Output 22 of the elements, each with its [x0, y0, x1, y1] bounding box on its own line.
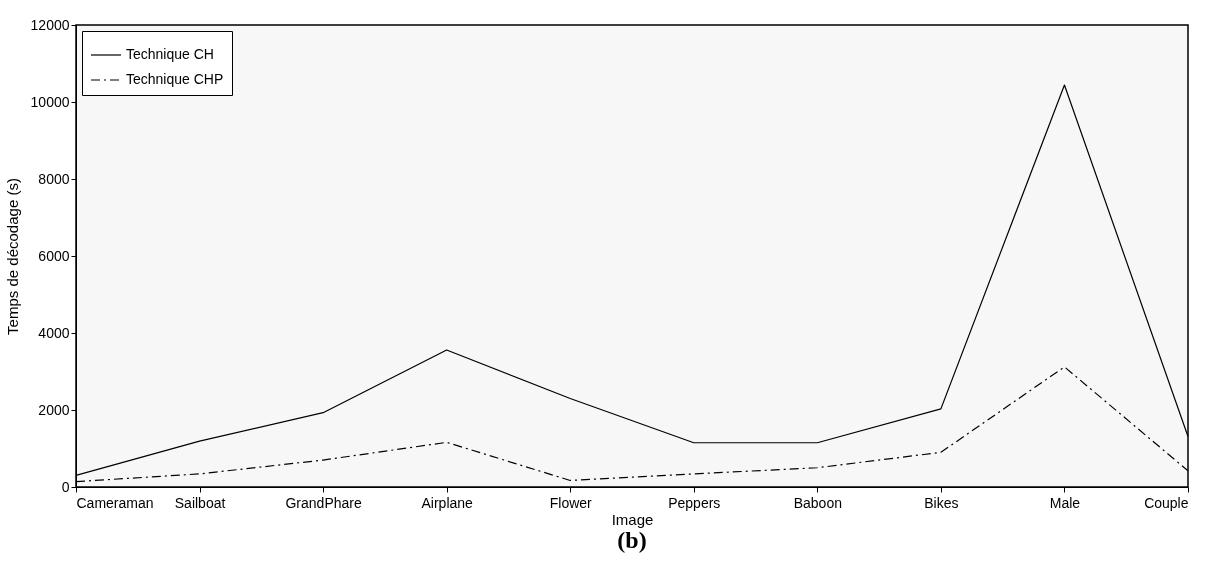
x-tick-label: Sailboat [174, 494, 226, 511]
x-tick-label: Airplane [421, 494, 474, 511]
x-tick-label: Cameraman [76, 494, 154, 511]
x-tick-label: Couple [1144, 494, 1189, 511]
y-tick-label: 8000 [38, 170, 70, 187]
legend-label: Technique CH [126, 46, 214, 62]
x-tick-label: GrandPhare [285, 494, 362, 511]
x-tick-label: Baboon [793, 494, 842, 511]
x-tick-label: Peppers [668, 494, 721, 511]
x-axis-title: Image [611, 510, 654, 528]
y-tick-label: 10000 [30, 93, 70, 110]
y-tick-label: 4000 [38, 324, 70, 341]
y-axis-title: Temps de décodage (s) [3, 178, 21, 335]
x-tick-label: Flower [549, 494, 593, 511]
y-tick-label: 2000 [38, 401, 70, 418]
legend-label: Technique CHP [126, 71, 224, 87]
y-tick-label: 6000 [38, 247, 70, 264]
y-tick-label: 12000 [30, 16, 70, 33]
text: (b) [617, 527, 647, 553]
x-tick-label: Bikes [924, 494, 959, 511]
y-tick-label: 0 [61, 478, 70, 495]
x-tick-label: Male [1049, 494, 1081, 511]
